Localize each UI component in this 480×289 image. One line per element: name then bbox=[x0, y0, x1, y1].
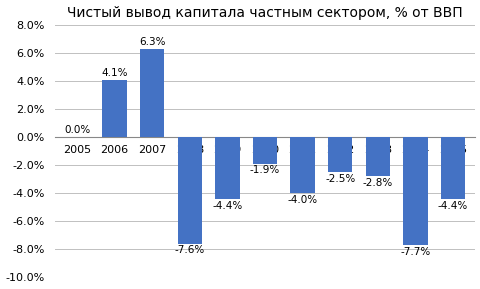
Bar bbox=[327, 137, 352, 172]
Text: 4.1%: 4.1% bbox=[101, 68, 128, 78]
Text: -7.6%: -7.6% bbox=[174, 245, 204, 255]
Text: -2.5%: -2.5% bbox=[324, 174, 355, 184]
Text: -1.9%: -1.9% bbox=[249, 166, 279, 175]
Bar bbox=[102, 79, 127, 137]
Title: Чистый вывод капитала частным сектором, % от ВВП: Чистый вывод капитала частным сектором, … bbox=[67, 5, 462, 20]
Text: -4.0%: -4.0% bbox=[287, 195, 317, 205]
Text: -7.7%: -7.7% bbox=[399, 247, 430, 257]
Bar bbox=[440, 137, 464, 199]
Bar bbox=[140, 49, 164, 137]
Text: -4.4%: -4.4% bbox=[212, 201, 242, 211]
Bar bbox=[365, 137, 389, 176]
Bar bbox=[252, 137, 276, 164]
Text: -4.4%: -4.4% bbox=[437, 201, 467, 211]
Bar bbox=[402, 137, 427, 245]
Text: 0.0%: 0.0% bbox=[64, 125, 90, 136]
Text: -2.8%: -2.8% bbox=[362, 178, 392, 188]
Bar bbox=[290, 137, 314, 193]
Text: 6.3%: 6.3% bbox=[139, 37, 165, 47]
Bar bbox=[177, 137, 202, 244]
Bar bbox=[215, 137, 239, 199]
